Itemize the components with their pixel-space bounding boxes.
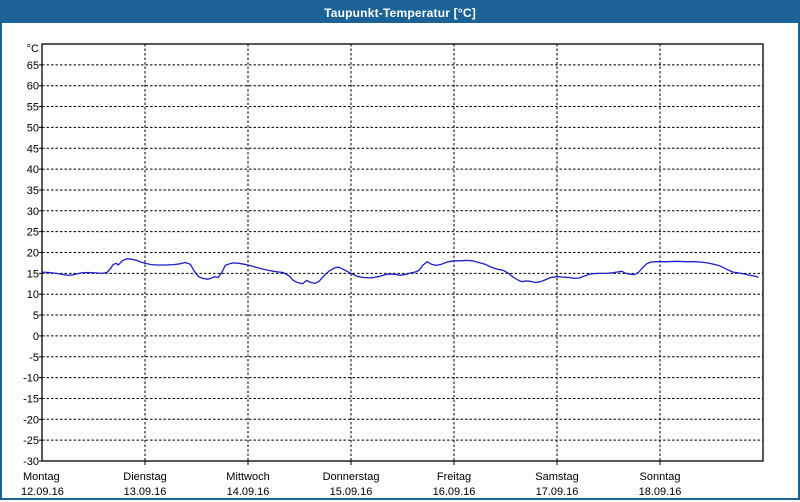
y-axis-label: 25 <box>27 227 39 239</box>
y-axis-label: 0 <box>33 331 39 343</box>
y-axis-label: -10 <box>23 373 39 385</box>
y-axis-label: 35 <box>27 185 39 197</box>
y-axis-label: 65 <box>27 60 39 72</box>
day-date-label: 12.09.16 <box>21 486 64 498</box>
day-name-label: Mittwoch <box>226 471 269 483</box>
y-axis-label: 45 <box>27 143 39 155</box>
day-name-label: Donnerstag <box>323 471 380 483</box>
dewpoint-series-line <box>41 258 759 285</box>
y-axis-label: 40 <box>27 164 39 176</box>
y-axis-label: 10 <box>27 289 39 301</box>
y-axis-label: -15 <box>23 393 39 405</box>
y-axis-label: 15 <box>27 268 39 280</box>
day-name-label: Samstag <box>535 471 578 483</box>
y-axis-label: -5 <box>29 352 39 364</box>
window-titlebar: Taupunkt-Temperatur [°C] <box>2 2 798 23</box>
plot-frame <box>41 43 764 462</box>
y-axis-label: 5 <box>33 310 39 322</box>
y-axis-label: 60 <box>27 81 39 93</box>
y-axis-label: 55 <box>27 102 39 114</box>
day-name-label: Dienstag <box>123 471 166 483</box>
y-axis-label: 30 <box>27 206 39 218</box>
day-name-label: Freitag <box>437 471 471 483</box>
window-title: Taupunkt-Temperatur [°C] <box>324 5 476 20</box>
y-axis-label: -20 <box>23 414 39 426</box>
day-date-label: 13.09.16 <box>124 486 167 498</box>
day-date-label: 15.09.16 <box>330 486 373 498</box>
y-axis-label: 20 <box>27 248 39 260</box>
day-date-label: 17.09.16 <box>536 486 579 498</box>
day-name-label: Montag <box>23 471 60 483</box>
day-date-label: 16.09.16 <box>433 486 476 498</box>
y-axis-label: -25 <box>23 435 39 447</box>
day-date-label: 18.09.16 <box>639 486 682 498</box>
y-unit-label: °C <box>27 43 39 55</box>
y-axis-label: -30 <box>23 456 39 468</box>
day-date-label: 14.09.16 <box>227 486 270 498</box>
day-name-label: Sonntag <box>640 471 681 483</box>
y-axis-label: 50 <box>27 122 39 134</box>
